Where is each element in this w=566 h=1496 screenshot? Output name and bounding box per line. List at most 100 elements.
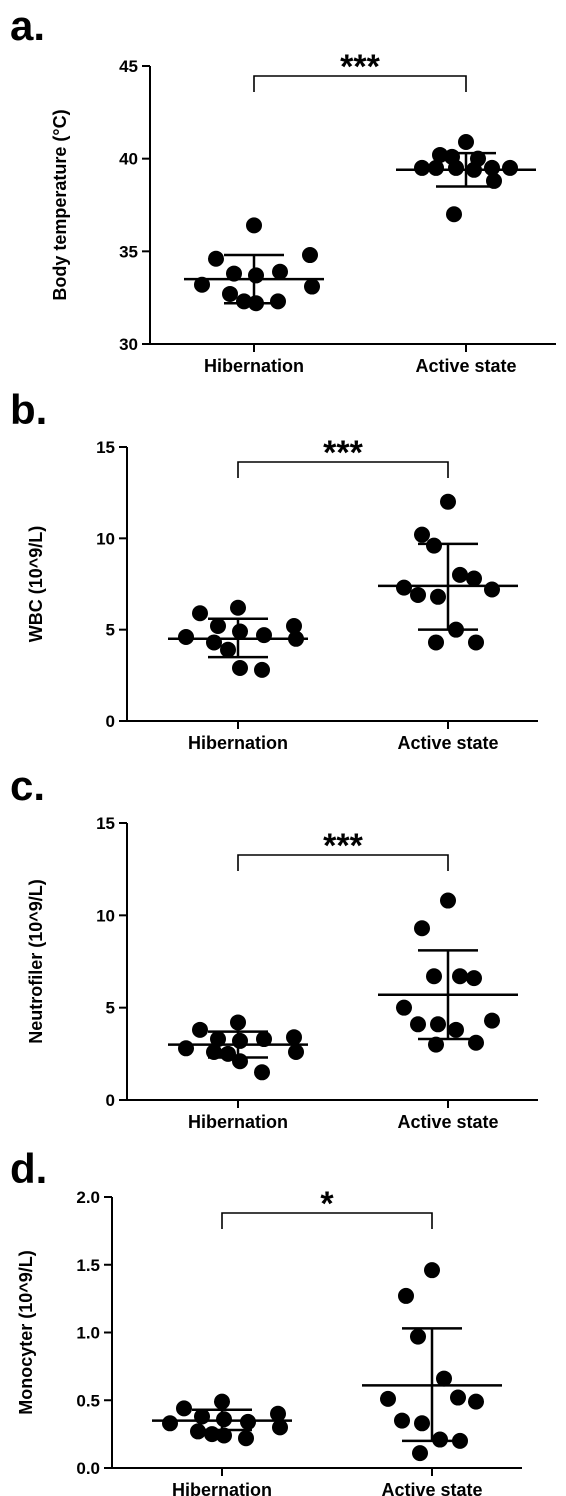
data-point [428,159,444,176]
y-tick-label: 0.5 [76,1391,100,1410]
data-point [410,1328,426,1345]
data-point [176,1400,192,1417]
data-point [414,920,430,937]
panel-letter: b. [10,386,47,433]
y-tick-label: 10 [96,529,115,548]
y-tick-label: 5 [106,621,115,640]
data-point [452,968,468,985]
data-point [452,566,468,583]
data-point [190,1423,206,1440]
data-point [238,1430,254,1447]
y-tick-label: 10 [96,906,115,925]
data-point [246,217,262,234]
panel-3: c. 0 5 10 15 Hibernation Active state Neutrofil… [10,762,538,1132]
significance-label: * [320,1185,334,1223]
data-point [236,293,252,310]
data-point [484,159,500,176]
data-point [254,661,270,678]
data-point [380,1390,396,1407]
data-point [466,570,482,587]
data-point [210,618,226,635]
series-hibernation [168,1014,308,1081]
data-point [302,247,318,264]
data-point [414,1415,430,1432]
data-point [430,1016,446,1033]
data-point [178,1040,194,1057]
data-point [458,133,474,150]
y-axis-title: Body temperature (°C) [50,109,70,300]
data-point [220,641,236,658]
series-hibernation [152,1393,292,1447]
data-point [502,159,518,176]
data-point [396,579,412,596]
data-point [232,660,248,677]
panel-letter: c. [10,762,45,809]
data-point [436,1370,452,1387]
data-point [432,1431,448,1448]
significance-bracket [237,461,449,478]
data-point [410,1016,426,1033]
data-point [240,1413,256,1430]
y-axis-title: Monocyter (10^9/L) [16,1250,36,1415]
data-point [468,1034,484,1051]
data-point [446,206,462,223]
x-category-label: Hibernation [188,1112,288,1132]
significance-label: *** [340,48,380,86]
y-axis-title: Neutrofiler (10^9/L) [26,879,46,1044]
data-point [254,1064,270,1081]
panel-letter: a. [10,2,45,49]
y-tick-label: 0 [106,712,115,731]
data-point [428,634,444,651]
data-point [206,1043,222,1060]
data-point [286,618,302,635]
x-category-label: Active state [397,733,498,753]
data-point [394,1412,410,1429]
data-point [484,1012,500,1029]
data-point [206,634,222,651]
x-category-label: Active state [415,356,516,376]
data-point [486,172,502,189]
data-point [288,1043,304,1060]
data-point [410,586,426,603]
data-point [426,537,442,554]
data-point [468,1393,484,1410]
y-tick-label: 40 [119,150,138,169]
significance-bracket [253,75,467,92]
y-axis-title: WBC (10^9/L) [26,526,46,643]
data-point [432,146,448,163]
data-point [162,1415,178,1432]
data-point [232,1032,248,1049]
data-point [414,159,430,176]
data-point [396,999,412,1016]
data-point [270,1405,286,1422]
data-point [248,295,264,312]
y-tick-label: 15 [96,438,115,457]
data-point [398,1287,414,1304]
significance-label: *** [323,827,363,865]
y-tick-label: 1.0 [76,1324,100,1343]
data-point [428,1036,444,1053]
data-point [440,892,456,909]
data-point [194,276,210,293]
x-category-label: Hibernation [204,356,304,376]
y-tick-label: 15 [96,814,115,833]
significance-label: *** [323,434,363,472]
data-point [452,1432,468,1449]
significance-bracket [237,854,449,871]
data-point [468,634,484,651]
data-point [194,1408,210,1425]
data-point [216,1411,232,1428]
data-point [192,605,208,622]
data-point [208,250,224,267]
data-point [220,1045,236,1062]
data-point [440,493,456,510]
data-point [426,968,442,985]
data-point [424,1262,440,1279]
data-point [222,285,238,302]
y-tick-label: 0 [106,1091,115,1110]
data-point [414,526,430,543]
data-point [214,1393,230,1410]
data-point [286,1029,302,1046]
significance-bracket [221,1212,433,1229]
